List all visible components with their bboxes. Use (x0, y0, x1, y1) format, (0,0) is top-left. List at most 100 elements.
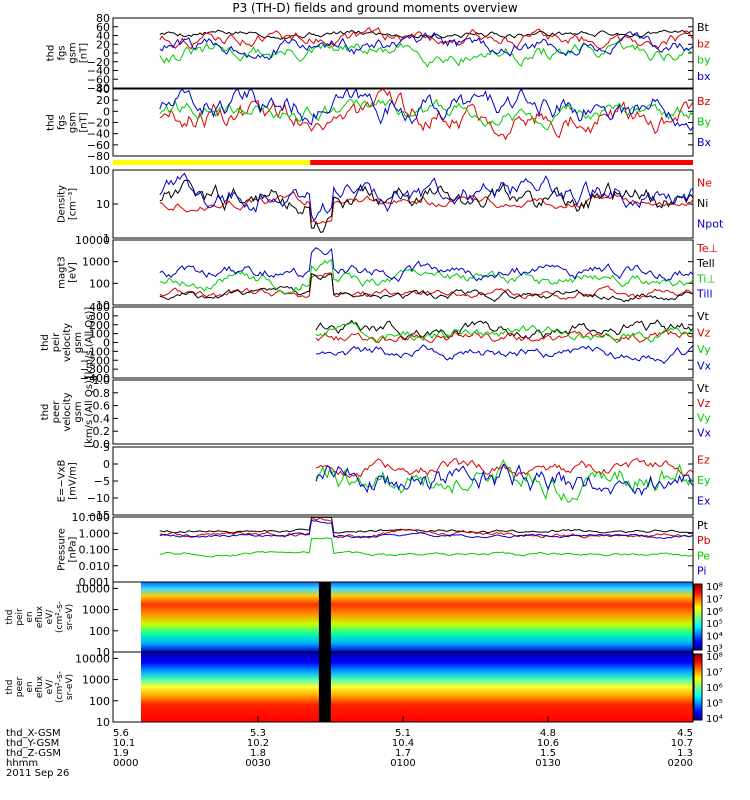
series-bz (159, 27, 694, 50)
legend-Bx: Bx (697, 136, 712, 149)
y-tick-label: −60 (87, 139, 110, 152)
y-tick-label: 1.000 (79, 527, 111, 540)
y-axis-label: gsm (68, 112, 79, 133)
y-tick-label: 1000 (82, 674, 110, 687)
orbit-row-label: thd_Z-GSM (6, 748, 61, 759)
y-axis-label: thd (5, 610, 15, 625)
legend-Vy: Vy (697, 412, 711, 425)
series-by (159, 39, 694, 68)
orbit-row-label: thd_X-GSM (6, 728, 61, 739)
colorbar-tick-label: 10⁴ (706, 714, 723, 725)
series-Te⊥ (159, 272, 694, 301)
y-tick-label: 40 (96, 30, 110, 43)
legend-Ti⊥: Ti⊥ (696, 272, 716, 285)
y-tick-label: −5 (94, 475, 110, 488)
orbit-value: 4.5 (677, 728, 693, 739)
y-tick-label: 100 (89, 625, 110, 638)
y-tick-label: −100 (80, 345, 110, 358)
y-axis-label: thd (40, 404, 51, 421)
y-tick-label: 20 (96, 94, 110, 107)
colorbar (693, 653, 703, 721)
y-tick-label: 0.0 (93, 438, 111, 451)
spectrogram-peer-spec: 10000 1000 100 10 thd peer en eflux eV/(cm²-s-sr… (5, 651, 723, 729)
mode-bar-fast (310, 160, 693, 165)
y-tick-label: 10000 (75, 652, 110, 665)
legend-Vx: Vx (697, 360, 712, 373)
y-tick-label: 10 (96, 299, 110, 312)
y-tick-label: 0.100 (79, 544, 111, 557)
panel-frame (112, 446, 694, 516)
figure-title: P3 (TH-D) fields and ground moments over… (232, 1, 517, 15)
orbit-value: 10.6 (537, 738, 559, 749)
y-axis-label: magt3 (57, 256, 68, 289)
y-tick-label: 40 (96, 83, 110, 96)
y-tick-label: 100 (89, 695, 110, 708)
legend-Ez: Ez (697, 453, 710, 466)
y-axis-label: velocity (62, 323, 73, 362)
y-axis-label: Density (57, 185, 68, 223)
y-tick-label: −80 (87, 82, 110, 95)
series-Tell (159, 273, 694, 303)
y-tick-label: 5 (103, 441, 110, 454)
y-axis-label: [cm⁻³] (68, 188, 79, 220)
y-tick-label: 100 (89, 328, 110, 341)
orbit-value: 0100 (390, 758, 415, 769)
y-axis-label: [nT] (79, 43, 90, 63)
y-tick-label: 10000 (75, 582, 110, 595)
y-axis-label: (cm²-s- (55, 671, 65, 703)
orbit-value: 5.1 (395, 728, 411, 739)
y-tick-label: 10 (96, 716, 110, 729)
y-tick-label: 1000 (82, 256, 110, 269)
y-axis-label: eV/ (45, 679, 55, 695)
y-tick-label: 10 (96, 646, 110, 659)
data-gap (318, 582, 331, 652)
y-tick-label: −400 (80, 372, 110, 385)
y-axis-label: eflux (35, 605, 45, 628)
panel-frame (112, 88, 694, 157)
series-Till (159, 247, 694, 283)
y-axis-label: peer (15, 676, 25, 697)
orbit-value: 10.1 (113, 738, 135, 749)
series-Ez (315, 457, 694, 479)
colorbar-tick-label: 10³ (706, 644, 723, 655)
y-axis-label: peir (15, 608, 25, 626)
y-tick-label: 400 (89, 301, 110, 314)
orbit-value: 5.3 (250, 728, 266, 739)
colorbar-tick-label: 10⁵ (706, 699, 723, 710)
colorbar (693, 583, 703, 651)
y-axis-label: peer (51, 400, 62, 424)
y-axis-label: en (25, 611, 35, 622)
panel-frame (112, 169, 694, 239)
spectrogram-field (141, 652, 693, 722)
legend-Pb: Pb (697, 534, 711, 547)
y-tick-label: 0.8 (93, 387, 111, 400)
y-axis-label: thd (46, 114, 57, 131)
y-tick-label: −40 (87, 128, 110, 141)
legend-Vt: Vt (697, 382, 710, 395)
y-tick-label: −200 (80, 354, 110, 367)
legend-Bz: Bz (697, 95, 711, 108)
legend-Ne: Ne (697, 176, 712, 189)
y-axis-label: fgs (57, 115, 68, 130)
legend-Vx: Vx (697, 427, 712, 440)
orbit-date: 2011 Sep 26 (6, 768, 69, 779)
series-Ti⊥ (159, 258, 694, 294)
orbit-value: 1.5 (540, 748, 556, 759)
y-axis-label: [eV] (68, 262, 79, 283)
y-tick-label: −20 (87, 117, 110, 130)
y-tick-label: 0.4 (93, 412, 111, 425)
y-axis-label: thd (5, 680, 15, 695)
spectrogram-peir-spec: 10000 1000 100 10 thd peir en eflux eV/(cm²-s-sr… (5, 581, 723, 659)
y-axis-label: velocity (62, 392, 73, 431)
orbit-footer: thd_X-GSM 5.6 5.3 5.1 4.8 4.5 thd_Y-GSM 10.1 10.… (6, 716, 694, 779)
series-By (159, 98, 694, 130)
y-tick-label: −15 (87, 509, 110, 522)
y-tick-label: 0 (103, 105, 110, 118)
y-tick-label: 0 (103, 337, 110, 350)
y-tick-label: 1 (103, 232, 110, 245)
orbit-value: 0200 (668, 758, 693, 769)
y-axis-label: thd (46, 45, 57, 62)
y-axis-label: [mV/m] (68, 462, 79, 500)
